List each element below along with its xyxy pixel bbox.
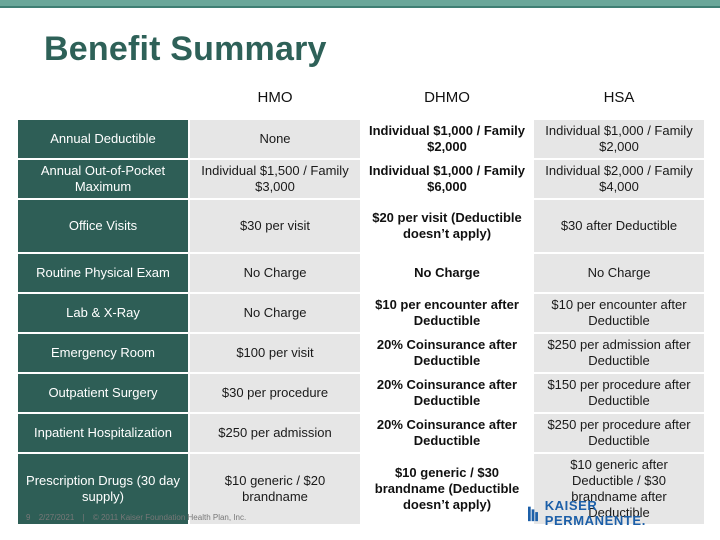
hmo-cell: $250 per admission [190, 414, 362, 454]
row-label: Annual Deductible [18, 120, 190, 160]
hsa-cell: $150 per procedure after Deductible [534, 374, 704, 414]
slide-title: Benefit Summary [44, 30, 327, 68]
hsa-cell: No Charge [534, 254, 704, 294]
row-label: Outpatient Surgery [18, 374, 190, 414]
table-row: Office Visits $30 per visit $20 per visi… [18, 200, 704, 254]
table-row: Emergency Room $100 per visit 20% Coinsu… [18, 334, 704, 374]
table-row: Lab & X-Ray No Charge $10 per encounter … [18, 294, 704, 334]
hsa-cell: $30 after Deductible [534, 200, 704, 254]
row-label: Office Visits [18, 200, 190, 254]
hsa-cell: $250 per procedure after Deductible [534, 414, 704, 454]
kaiser-logo: KAISER PERMANENTE. [528, 498, 688, 528]
dhmo-cell: 20% Coinsurance after Deductible [362, 374, 534, 414]
footer-page-number: 9 [26, 513, 31, 522]
footer-date: 2/27/2021 [38, 513, 75, 522]
hmo-cell: Individual $1,500 / Family $3,000 [190, 160, 362, 200]
footer-copyright: © 2011 Kaiser Foundation Health Plan, In… [92, 513, 247, 522]
hmo-cell: None [190, 120, 362, 160]
top-accent-bar [0, 0, 720, 6]
hmo-cell: No Charge [190, 254, 362, 294]
table-row: Prescription Drugs (30 day supply) $10 g… [18, 454, 704, 526]
hsa-cell: Individual $1,000 / Family $2,000 [534, 120, 704, 160]
hmo-cell: $10 generic / $20 brandname [190, 454, 362, 526]
row-label: Prescription Drugs (30 day supply) [18, 454, 190, 526]
table-row: Inpatient Hospitalization $250 per admis… [18, 414, 704, 454]
header-hmo: HMO [190, 78, 362, 120]
logo-text: KAISER PERMANENTE. [544, 498, 646, 528]
dhmo-cell: Individual $1,000 / Family $6,000 [362, 160, 534, 200]
row-label: Lab & X-Ray [18, 294, 190, 334]
dhmo-cell: No Charge [362, 254, 534, 294]
slide-footer: 9 2/27/2021 | © 2011 Kaiser Foundation H… [26, 513, 252, 522]
table-row: Outpatient Surgery $30 per procedure 20%… [18, 374, 704, 414]
kaiser-mark-icon [528, 506, 538, 522]
table-row: Routine Physical Exam No Charge No Charg… [18, 254, 704, 294]
hmo-cell: $30 per visit [190, 200, 362, 254]
dhmo-cell: $20 per visit (Deductible doesn’t apply) [362, 200, 534, 254]
footer-separator: | [82, 513, 85, 522]
row-label: Inpatient Hospitalization [18, 414, 190, 454]
table-row: Annual Out-of-Pocket Maximum Individual … [18, 160, 704, 200]
hmo-cell: $30 per procedure [190, 374, 362, 414]
dhmo-cell: Individual $1,000 / Family $2,000 [362, 120, 534, 160]
header-dhmo: DHMO [362, 78, 534, 120]
hmo-cell: $100 per visit [190, 334, 362, 374]
hsa-cell: $250 per admission after Deductible [534, 334, 704, 374]
dhmo-cell: 20% Coinsurance after Deductible [362, 334, 534, 374]
dhmo-cell: $10 per encounter after Deductible [362, 294, 534, 334]
table-row: Annual Deductible None Individual $1,000… [18, 120, 704, 160]
hmo-cell: No Charge [190, 294, 362, 334]
benefit-table: HMO DHMO HSA Annual Deductible None Indi… [18, 78, 704, 526]
hsa-cell: $10 per encounter after Deductible [534, 294, 704, 334]
hsa-cell: Individual $2,000 / Family $4,000 [534, 160, 704, 200]
row-label: Emergency Room [18, 334, 190, 374]
table-header-row: HMO DHMO HSA [18, 78, 704, 120]
header-empty [18, 78, 190, 120]
row-label: Routine Physical Exam [18, 254, 190, 294]
header-hsa: HSA [534, 78, 704, 120]
hsa-cell: $10 generic after Deductible / $30 brand… [534, 454, 704, 526]
row-label: Annual Out-of-Pocket Maximum [18, 160, 190, 200]
dhmo-cell: 20% Coinsurance after Deductible [362, 414, 534, 454]
dhmo-cell: $10 generic / $30 brandname (Deductible … [362, 454, 534, 526]
top-accent-line [0, 6, 720, 8]
